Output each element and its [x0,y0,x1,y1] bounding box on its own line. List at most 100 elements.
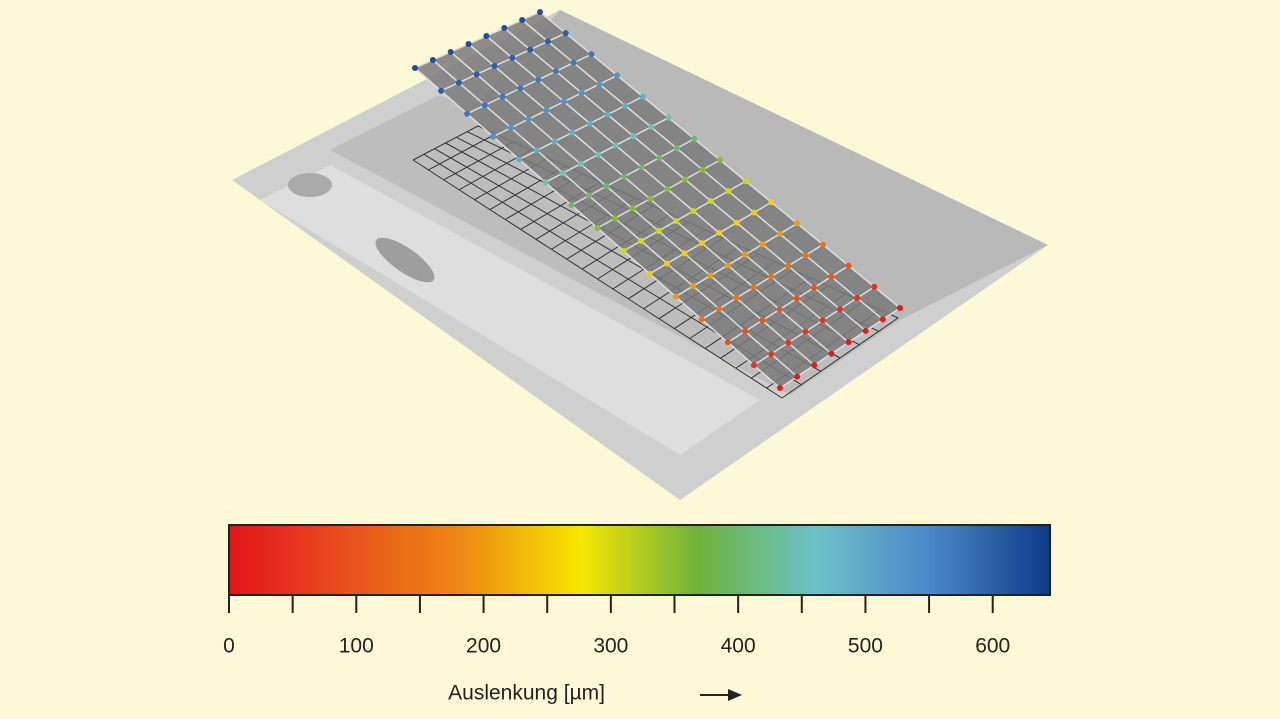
mesh-node [742,328,749,335]
mesh-node [862,327,869,334]
mesh-node [879,316,886,323]
plate-strip [260,165,760,455]
mesh-node [854,295,861,302]
mesh-line [727,265,849,343]
mesh-node [481,102,488,109]
mesh-line [753,286,875,366]
mesh-node [733,219,740,226]
mesh-node [845,339,852,346]
mesh-node [612,215,618,222]
mesh-node [724,339,731,346]
mesh-node [750,362,757,369]
mesh-node [517,85,524,92]
mesh-node [561,98,568,105]
mesh-line [701,243,824,321]
mesh-node [594,225,601,231]
mesh-node [759,317,766,324]
mesh-node [509,54,516,61]
mesh-node [527,46,534,53]
mesh-node [724,262,731,269]
mesh-node [465,41,472,47]
mesh-node [412,65,418,71]
mesh-node [777,385,783,391]
mesh-node [596,81,603,88]
mesh-line [492,74,618,138]
mesh-node [785,339,792,346]
mesh-node [620,247,627,254]
mesh-node [793,295,800,302]
mesh-node [595,151,602,158]
mesh-node [507,124,514,131]
mesh-node [811,362,818,369]
mesh-line [571,138,695,206]
reference-line [443,141,514,181]
mesh-node [603,183,610,190]
mesh-node [621,173,628,180]
reference-line [428,133,496,171]
mesh-node [585,192,592,199]
mesh-node [614,72,621,79]
mesh-node [638,237,645,244]
reference-line [412,125,479,161]
mesh-node [828,273,835,280]
mesh-node [682,176,688,183]
mesh-node [629,205,636,212]
mesh-node [733,295,740,302]
mesh-node [570,59,577,66]
plate-slot [375,237,435,283]
mesh-node [664,260,671,267]
mesh-line [414,11,541,69]
mesh-node [656,154,663,161]
mesh-node [776,306,783,313]
mesh-node [537,9,543,15]
mesh-node [802,328,809,335]
mesh-node [622,102,629,109]
mesh-node [871,283,878,290]
mesh-node [828,350,835,357]
mesh-node [690,208,697,215]
mesh-node [612,142,619,149]
mesh-node [690,283,697,290]
mesh-node [577,160,584,167]
colorbar [228,524,1051,596]
mesh-node [897,305,903,311]
mesh-node [776,230,783,237]
mesh-node [707,198,714,205]
mesh-node [516,156,523,163]
mesh-node [447,49,454,55]
mesh-node [672,217,679,224]
arrow [700,689,742,701]
mesh-node [630,133,637,140]
mesh-node [559,170,566,177]
mesh-node [533,147,540,154]
mesh-node [646,270,653,277]
mesh-node [802,252,809,259]
mesh-node [519,17,526,23]
tick-label: 300 [593,635,628,658]
mesh-node [483,33,490,39]
mesh-node [811,284,818,291]
mesh-node [767,273,774,280]
tick-label: 0 [223,635,235,658]
mesh-node [716,305,723,312]
mesh-node [717,157,723,163]
mesh-node [742,178,749,185]
mesh-node [542,179,549,186]
mesh-node [698,316,705,323]
mesh-line [466,53,592,115]
mesh-node [836,306,843,313]
plate-hole [288,173,332,197]
mesh-node [568,202,575,209]
mesh-line [623,180,747,252]
mesh-node [794,220,801,227]
mesh-line [779,307,901,389]
mesh-line [545,117,669,183]
mesh-node [751,209,758,216]
mesh-node [638,164,645,171]
mesh-node [716,229,723,236]
mesh-node [490,133,497,140]
mesh-node [819,317,826,324]
mesh-node [535,76,542,83]
mesh-node [604,111,611,118]
